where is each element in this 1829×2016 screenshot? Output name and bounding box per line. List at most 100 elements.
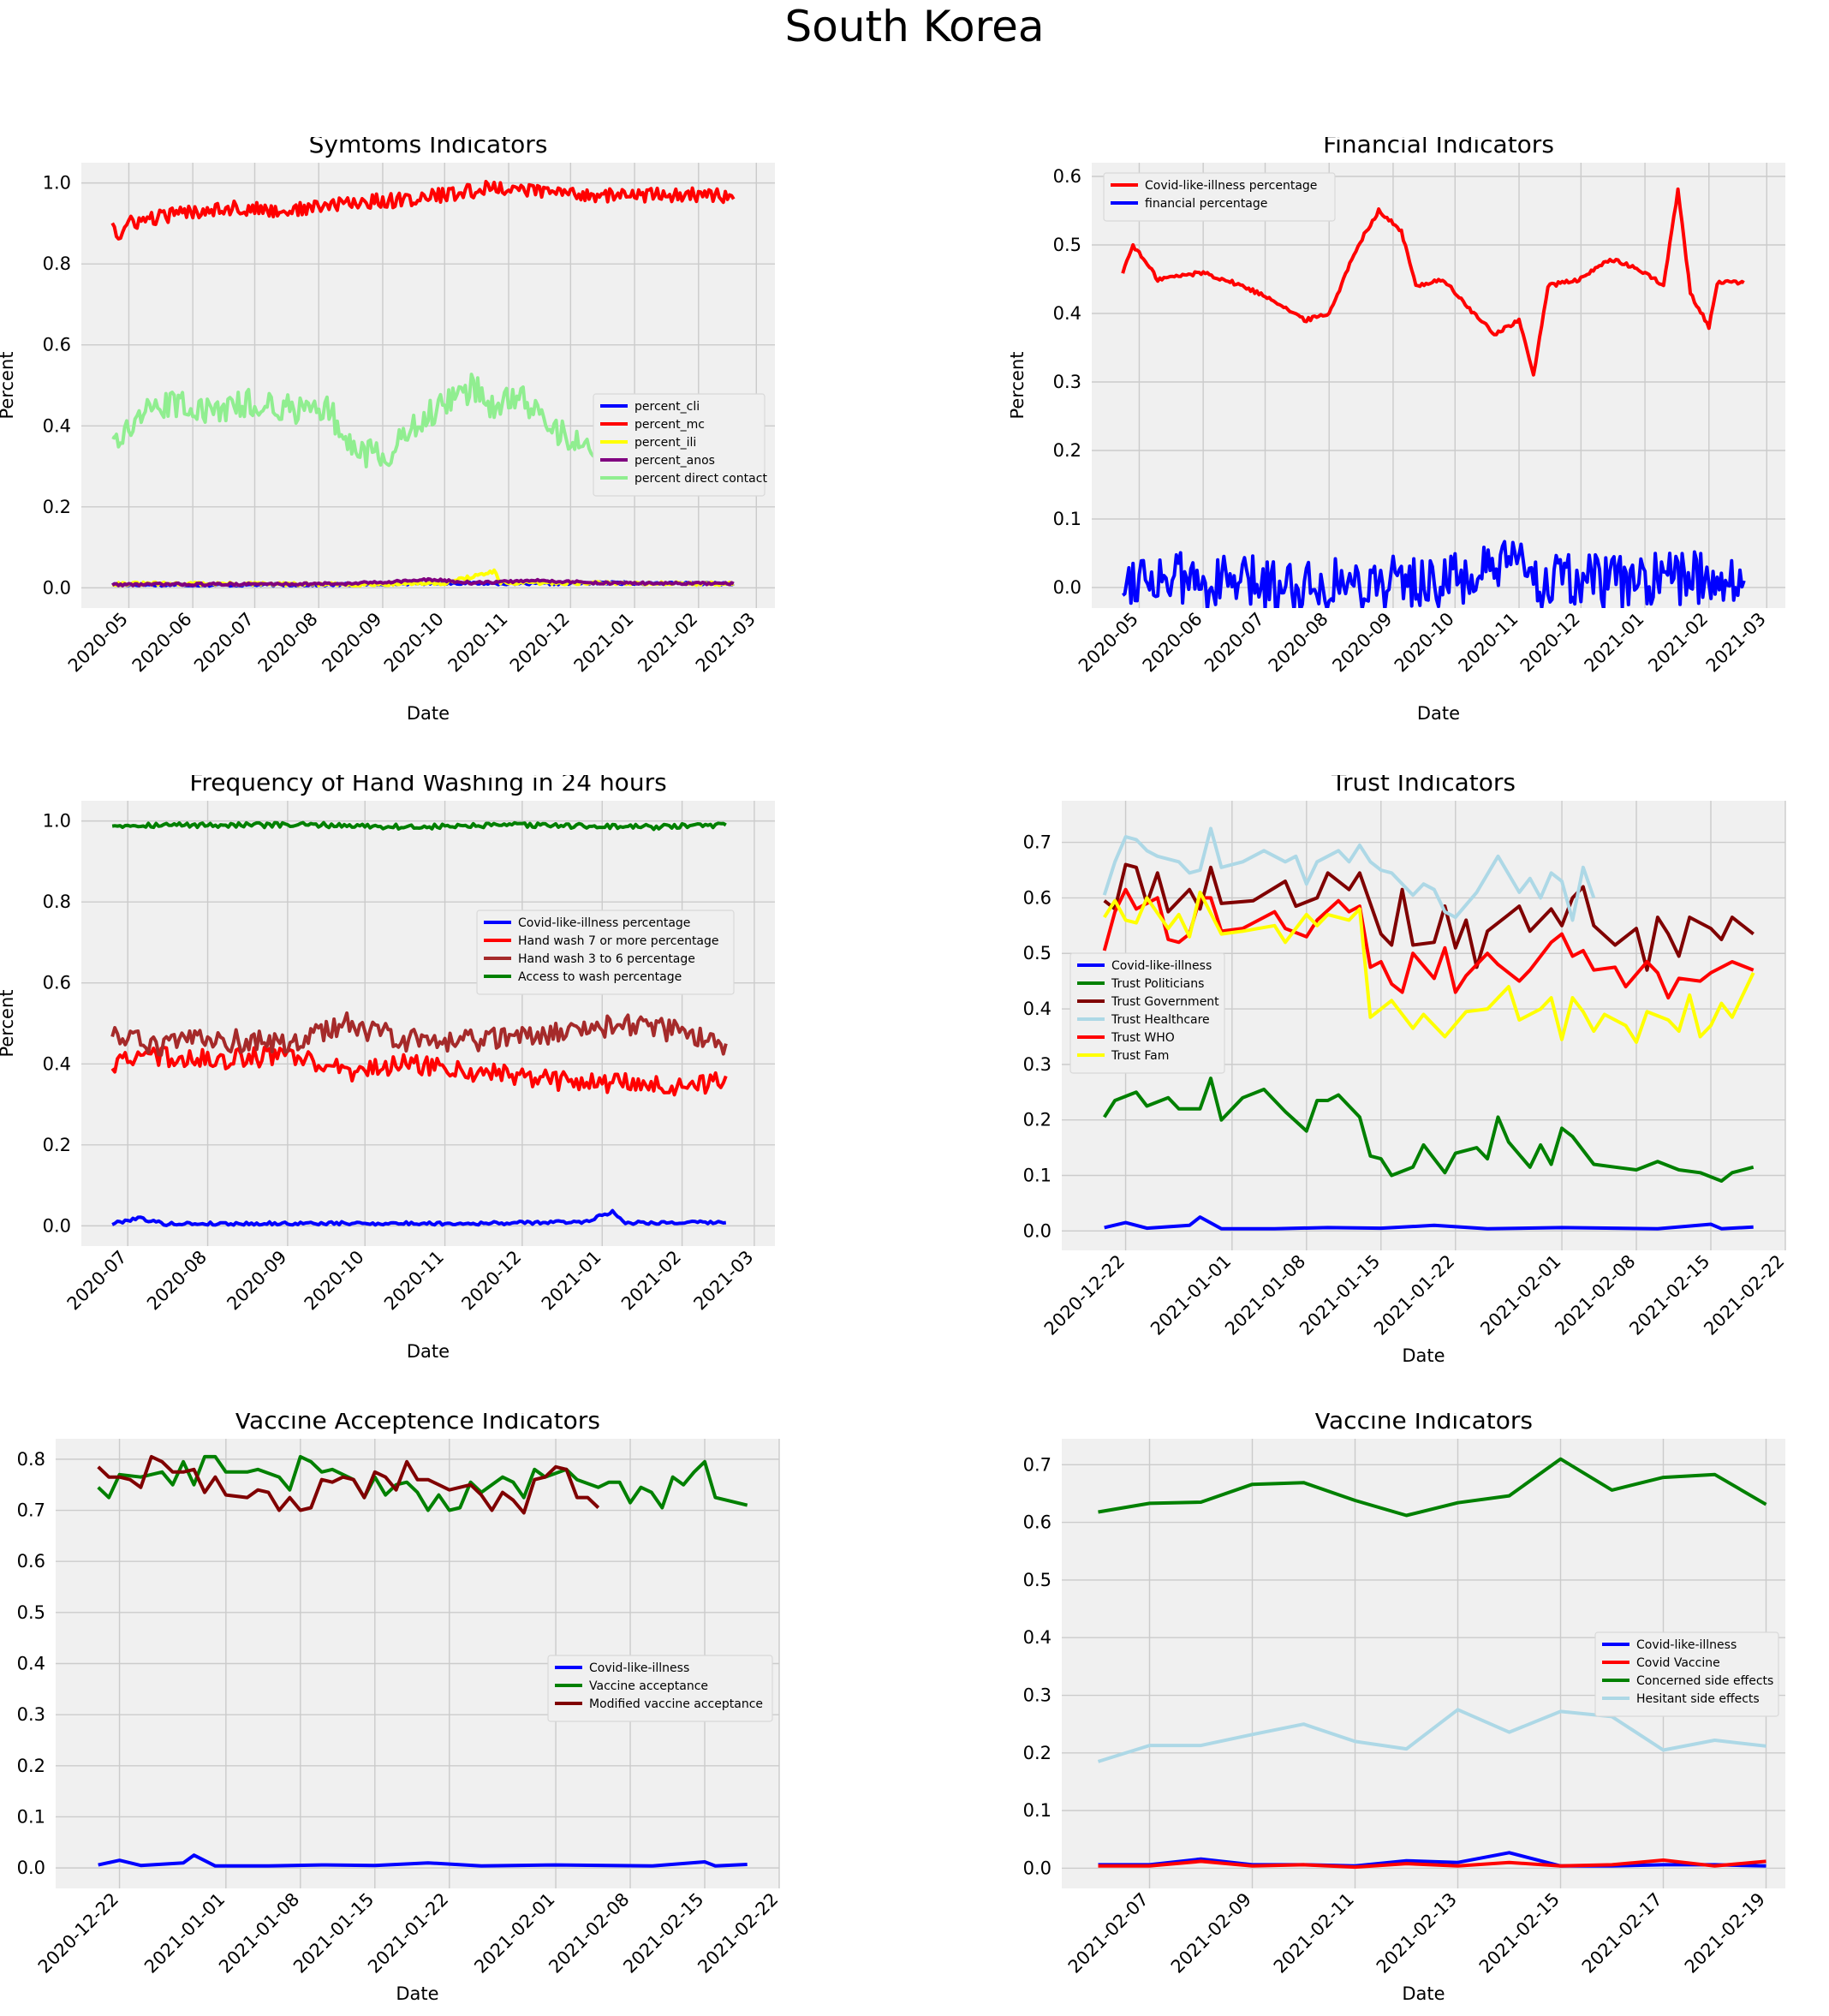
y-tick-label: 0.5: [1023, 943, 1052, 963]
x-tick-label: 2021-03: [1702, 609, 1770, 677]
x-tick-label: 2021-02-19: [1681, 1889, 1769, 1977]
y-tick-label: 0.6: [1023, 887, 1052, 908]
y-tick-label: 0.4: [17, 1654, 45, 1674]
x-tick-label: 2021-02-17: [1578, 1889, 1666, 1977]
x-tick-label: 2021-03: [692, 609, 760, 677]
x-tick-label: 2020-10: [1391, 609, 1458, 677]
x-tick-label: 2021-02-07: [1064, 1889, 1153, 1977]
y-tick-label: 0.2: [43, 497, 71, 517]
y-tick-label: 0.4: [1023, 1627, 1052, 1648]
series-line-financial-percentage: [1122, 540, 1746, 608]
vaccine-acceptance-chart: 0.0 0.1 0.2 0.3 0.4 0.5 0.6 0.7 0.8 2020-12-22 202…: [17, 1413, 783, 2004]
x-tick-label: 2020-07: [190, 609, 258, 677]
legend-box: [593, 393, 766, 497]
legend-label: Covid-like-illness: [589, 1661, 689, 1675]
y-tick-label: 0.3: [17, 1704, 45, 1725]
legend-label: Access to wash percentage: [518, 970, 682, 984]
series-line-modified-vaccine-acceptance: [97, 1454, 600, 1515]
x-tick-label: 2021-02-22: [1700, 1251, 1788, 1339]
x-axis-label: Date: [407, 703, 450, 724]
x-tick-label: 2021-02-15: [1475, 1889, 1564, 1977]
y-tick-label: 0.1: [17, 1806, 45, 1827]
legend-label: Hesitant side effects: [1636, 1692, 1760, 1706]
x-tick-label: 2020-11: [444, 609, 512, 677]
x-tick-label: 2021-02-13: [1373, 1889, 1461, 1977]
y-tick-label: 0.8: [43, 253, 71, 274]
x-tick-label: 2020-06: [128, 609, 196, 677]
legend-label: Covid Vaccine: [1636, 1656, 1720, 1670]
x-tick-label: 2021-02-11: [1270, 1889, 1358, 1977]
series-line-covid-vaccine: [1098, 1858, 1766, 1870]
y-tick-label: 0.7: [1023, 832, 1052, 853]
legend-label: percent_mc: [634, 418, 705, 432]
x-axis-label: Date: [1402, 1345, 1445, 1366]
series-line-hesitant-side-effects: [1097, 1708, 1766, 1763]
x-tick-label: 2021-02: [617, 1247, 685, 1315]
y-tick-label: 0.8: [43, 892, 71, 912]
x-tick-label: 2020-11: [380, 1247, 448, 1315]
legend-label: Trust Politicians: [1111, 977, 1204, 991]
chart-title: Vaccine Indicators: [1314, 1413, 1533, 1434]
x-tick-label: 2020-09: [318, 609, 385, 677]
x-axis-label: Date: [396, 1983, 438, 2004]
legend-label: percent_ili: [634, 436, 696, 450]
x-tick-label: 2020-12: [1516, 609, 1584, 677]
trust-indicators-chart: 0.0 0.1 0.2 0.3 0.4 0.5 0.6 0.7 2020-12-22 2021-0…: [1023, 775, 1789, 1366]
legend-label: percent_anos: [634, 454, 715, 468]
legend-label: Concerned side effects: [1636, 1674, 1773, 1688]
y-tick-label: 0.2: [1023, 1110, 1052, 1130]
chart-title: Symtoms Indicators: [309, 137, 548, 158]
y-tick-label: 0.2: [43, 1135, 71, 1155]
y-tick-label: 0.7: [17, 1500, 45, 1521]
legend-label: Hand wash 7 or more percentage: [518, 934, 719, 948]
y-tick-label: 0.2: [1053, 440, 1081, 461]
y-tick-label: 0.0: [17, 1858, 45, 1878]
chart-title: Frequency of Hand Washing in 24 hours: [189, 775, 666, 796]
y-tick-label: 0.0: [1023, 1220, 1052, 1241]
x-tick-label: 2020-12: [457, 1247, 525, 1315]
y-tick-label: 0.6: [43, 973, 71, 993]
series-line-percent-anos: [111, 576, 735, 588]
y-axis-label: Percent: [1010, 351, 1028, 419]
legend: Covid-like-illness Covid Vaccine Concerned…: [1594, 1631, 1779, 1717]
x-axis-label: Date: [1417, 703, 1460, 724]
x-tick-label: 2020-10: [380, 609, 448, 677]
y-tick-label: 0.3: [1023, 1685, 1052, 1706]
legend: Covid-like-illness Vaccine acceptance Modi…: [547, 1655, 773, 1722]
y-tick-label: 0.0: [1023, 1858, 1052, 1878]
legend: Covid-like-illness percentage financial p…: [1103, 172, 1336, 222]
y-tick-label: 0.1: [1023, 1166, 1052, 1186]
series-line-trust-healthcare: [1102, 826, 1596, 922]
y-tick-label: 0.7: [1023, 1454, 1052, 1475]
legend-label: Trust WHO: [1111, 1031, 1175, 1045]
series-line-covid-like-illness: [1098, 1851, 1766, 1868]
y-tick-label: 0.5: [1023, 1570, 1052, 1590]
x-axis-label: Date: [1402, 1983, 1445, 2004]
x-tick-label: 2021-01: [570, 609, 638, 677]
x-tick-label: 2020-05: [1075, 609, 1142, 677]
symptoms-indicators-chart: 0.00.20.40.60.81.02020-052020-062020-072…: [0, 137, 775, 724]
y-tick-label: 1.0: [43, 811, 71, 832]
chart-title: Trust Indicators: [1331, 775, 1516, 796]
x-tick-label: 2021-01-22: [364, 1889, 452, 1977]
x-tick-label: 2020-08: [1265, 609, 1332, 677]
y-tick-label: 0.0: [1053, 577, 1081, 598]
x-tick-label: 2021-02: [634, 609, 701, 677]
legend-label: Trust Fam: [1111, 1049, 1169, 1063]
legend-box: [476, 910, 735, 995]
legend-label: financial percentage: [1145, 197, 1267, 211]
series-line-hand-wash-7-or-more-percentage: [110, 1046, 728, 1097]
y-tick-label: 0.4: [43, 415, 71, 436]
x-tick-label: 2021-01: [538, 1247, 605, 1315]
series-line-trust-fam: [1103, 890, 1755, 1044]
legend-label: Trust Government: [1111, 995, 1219, 1009]
legend-box: [1069, 952, 1225, 1074]
legend-label: Trust Healthcare: [1111, 1013, 1210, 1027]
y-tick-label: 0.6: [17, 1551, 45, 1572]
x-tick-label: 2020-08: [254, 609, 322, 677]
financial-indicators-chart: 0.00.10.20.30.40.50.62020-052020-062020-…: [1010, 137, 1785, 724]
y-tick-label: 0.2: [1023, 1743, 1052, 1763]
y-tick-label: 0.5: [1053, 235, 1081, 255]
